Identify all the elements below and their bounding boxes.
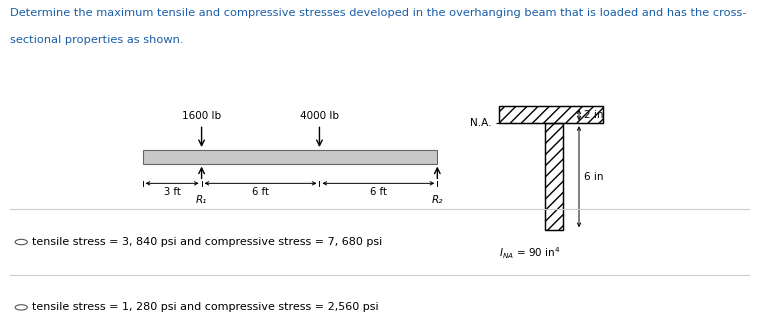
Bar (545, 123, 562, 230)
Text: 6 in: 6 in (584, 172, 603, 182)
Text: tensile stress = 1, 280 psi and compressive stress = 2,560 psi: tensile stress = 1, 280 psi and compress… (32, 303, 379, 312)
Text: R₂: R₂ (432, 195, 443, 205)
Text: 1600 lb: 1600 lb (182, 112, 221, 122)
Text: tensile stress = 3, 840 psi and compressive stress = 7, 680 psi: tensile stress = 3, 840 psi and compress… (32, 237, 382, 247)
Text: N.A.: N.A. (470, 118, 491, 128)
Text: 4000 lb: 4000 lb (300, 112, 339, 122)
Text: $I_{NA}$ = 90 in$^{4}$: $I_{NA}$ = 90 in$^{4}$ (499, 246, 561, 261)
Bar (545, 123, 562, 230)
Text: 3 ft: 3 ft (164, 187, 181, 197)
Bar (499, 107, 603, 123)
Text: 2 in: 2 in (584, 110, 603, 120)
Text: R₁: R₁ (196, 195, 207, 205)
Text: 6 ft: 6 ft (370, 187, 387, 197)
Text: 6 ft: 6 ft (252, 187, 269, 197)
Text: Determine the maximum tensile and compressive stresses developed in the overhang: Determine the maximum tensile and compre… (10, 8, 746, 18)
Text: sectional properties as shown.: sectional properties as shown. (10, 35, 184, 45)
Bar (143, 150, 437, 164)
Bar (499, 107, 603, 123)
